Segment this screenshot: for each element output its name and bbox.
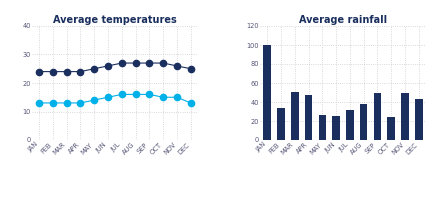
Bar	[415, 99, 423, 140]
Bar	[277, 108, 285, 140]
Title: Average temperatures: Average temperatures	[53, 15, 177, 25]
Bar	[346, 110, 354, 140]
Bar	[264, 45, 271, 140]
Bar	[374, 93, 381, 140]
Bar	[360, 104, 368, 140]
Bar	[401, 93, 409, 140]
Bar	[387, 117, 395, 140]
Title: Average rainfall: Average rainfall	[299, 15, 387, 25]
Bar	[291, 92, 298, 140]
Bar	[305, 95, 312, 140]
Bar	[319, 115, 326, 140]
Bar	[332, 116, 340, 140]
